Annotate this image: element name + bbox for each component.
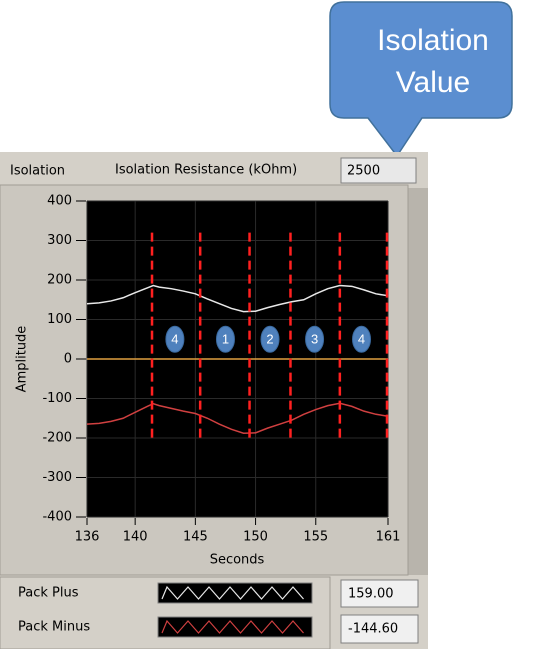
y-tick-label: 100	[47, 312, 72, 327]
phase-label: 2	[266, 332, 273, 347]
callout	[329, 1, 513, 158]
y-tick-label: -100	[42, 391, 72, 406]
phase-badge	[260, 325, 280, 353]
y-tick-label: -200	[42, 431, 72, 446]
x-tick-label: 155	[303, 530, 328, 545]
panel-edge	[408, 188, 428, 575]
panel-label: Isolation	[10, 164, 65, 179]
phase-label: 1	[222, 332, 229, 347]
x-tick-label: 136	[75, 530, 100, 545]
y-tick-label: 400	[47, 194, 72, 209]
field-label: Isolation Resistance (kOhm)	[115, 163, 297, 178]
phase-label: 3	[311, 332, 318, 347]
legend-line	[161, 619, 304, 634]
y-tick-label: 300	[47, 233, 72, 248]
legend-label: Pack Plus	[18, 586, 79, 601]
legend-value: -144.60	[348, 622, 398, 637]
legend-line	[161, 585, 304, 600]
y-axis-label: Amplitude	[15, 326, 30, 393]
field-value: 2500	[347, 164, 380, 179]
series-line	[86, 402, 389, 435]
x-axis-label: Seconds	[210, 553, 265, 568]
callout-text: Isolation	[377, 24, 489, 57]
phase-badge	[165, 325, 185, 353]
value-box	[340, 614, 419, 644]
x-tick-label: 145	[183, 530, 208, 545]
legend-label: Pack Minus	[18, 620, 90, 635]
y-tick-label: 0	[64, 352, 72, 367]
x-tick-label: 161	[376, 530, 401, 545]
series-line	[86, 284, 389, 313]
value-box	[340, 579, 419, 608]
phase-badge	[215, 325, 235, 353]
y-tick-label: -400	[42, 510, 72, 525]
phase-label: 4	[358, 332, 365, 347]
y-tick-label: 200	[47, 273, 72, 288]
callout-text: Value	[396, 66, 471, 99]
x-tick-label: 140	[123, 530, 148, 545]
x-tick-label: 150	[243, 530, 268, 545]
y-tick-label: -300	[42, 470, 72, 485]
legend-value: 159.00	[348, 587, 394, 602]
field-box[interactable]	[340, 157, 417, 184]
phase-badge	[305, 325, 325, 353]
phase-badge	[352, 325, 372, 353]
phase-label: 4	[171, 332, 178, 347]
